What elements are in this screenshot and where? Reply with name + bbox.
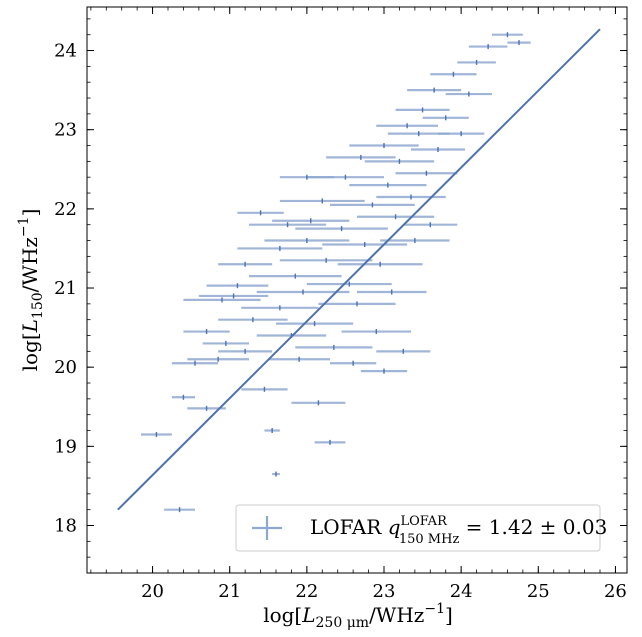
data-point — [330, 360, 377, 366]
y-tick-label: 24 — [54, 41, 77, 62]
data-point — [330, 202, 415, 208]
data-point — [376, 194, 446, 200]
data-point — [326, 154, 396, 160]
data-point — [380, 238, 450, 244]
data-point — [237, 210, 284, 216]
data-point — [198, 293, 269, 299]
x-tick-label: 26 — [604, 581, 627, 602]
data-point — [171, 360, 219, 366]
data-point — [357, 289, 427, 295]
data-point — [295, 344, 373, 350]
data-point — [407, 87, 462, 93]
plot-frame — [86, 6, 628, 574]
data-point — [187, 356, 249, 362]
data-point — [202, 340, 249, 346]
data-point — [272, 471, 280, 477]
data-point — [295, 226, 388, 232]
legend-frame — [235, 504, 601, 552]
data-point — [457, 59, 496, 65]
data-point — [264, 428, 280, 434]
data-point — [438, 131, 485, 137]
data-point — [422, 115, 469, 121]
fit-line — [117, 28, 601, 511]
data-point — [376, 348, 431, 354]
y-axis-label: log[L150/WHz−1] — [16, 209, 46, 372]
data-point — [349, 182, 427, 188]
data-point — [468, 44, 508, 50]
data-point — [364, 158, 435, 164]
data-point — [322, 241, 408, 247]
data-point — [376, 123, 438, 129]
data-point — [411, 146, 465, 152]
legend: LOFAR qLOFAR 150 MHz = 1.42 ± 0.03 — [235, 504, 607, 552]
legend-label: LOFAR qLOFAR 150 MHz = 1.42 ± 0.03 — [310, 514, 607, 547]
data-point — [492, 32, 523, 38]
y-tick-label: 19 — [54, 436, 77, 457]
data-point — [318, 301, 396, 307]
data-point — [264, 238, 350, 244]
y-tick-label: 23 — [54, 120, 77, 141]
data-point — [314, 439, 346, 445]
data-point — [291, 400, 346, 406]
x-tick-label: 24 — [450, 581, 473, 602]
data-point — [218, 261, 273, 267]
data-point — [279, 198, 365, 204]
data-point — [341, 329, 411, 335]
data-point — [237, 245, 323, 251]
axes: 20 21 22 23 24 25 26 18 19 20 21 22 23 24 — [54, 6, 628, 602]
data-point — [279, 174, 334, 180]
data-point — [268, 356, 330, 362]
data-point — [249, 273, 342, 279]
data-point — [164, 507, 195, 513]
data-point — [306, 281, 392, 287]
data-point — [357, 214, 435, 220]
data-point — [272, 218, 350, 224]
data-point — [241, 386, 288, 392]
data-point — [249, 222, 327, 228]
data-point — [445, 91, 492, 97]
y-tick-label: 18 — [54, 516, 77, 537]
y-tick-label: 22 — [54, 199, 77, 220]
x-tick-label: 25 — [527, 581, 550, 602]
data-point — [141, 431, 172, 437]
data-point — [183, 297, 261, 303]
data-point — [337, 261, 423, 267]
data-point — [507, 40, 531, 46]
data-point — [218, 348, 273, 354]
x-tick-label: 22 — [295, 581, 318, 602]
data-point — [256, 289, 350, 295]
x-tick-label: 21 — [218, 581, 241, 602]
data-point — [349, 143, 419, 149]
x-tick-label: 20 — [141, 581, 164, 602]
data-point — [279, 257, 373, 263]
data-point — [430, 71, 477, 77]
y-tick-label: 21 — [54, 278, 77, 299]
data-point — [276, 321, 354, 327]
data-point — [395, 170, 458, 176]
legend-marker — [252, 516, 282, 540]
data-point — [360, 368, 408, 374]
data-point — [206, 283, 269, 289]
plot-area — [117, 28, 601, 513]
data-point — [171, 394, 195, 400]
y-tick-label: 20 — [54, 357, 77, 378]
data-point — [395, 107, 450, 113]
x-tick-label: 23 — [373, 581, 396, 602]
data-point — [403, 222, 458, 228]
data-point — [241, 305, 319, 311]
x-axis-label: log[L250 μm/WHz−1] — [263, 601, 453, 631]
data-point — [218, 317, 288, 323]
data-point — [183, 329, 230, 335]
